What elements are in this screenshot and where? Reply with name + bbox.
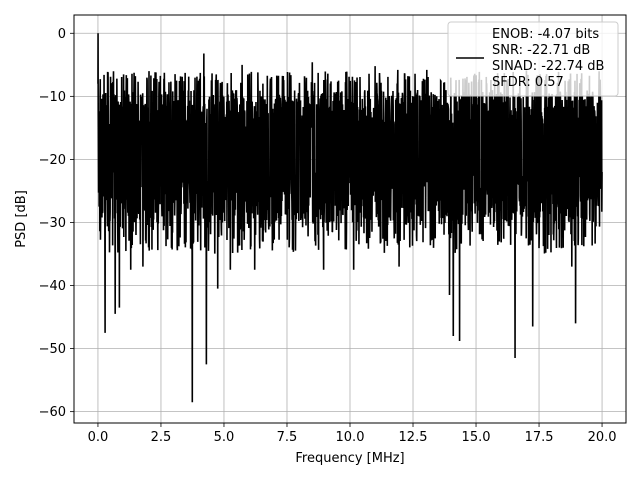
x-tick-label: 12.5 <box>399 430 428 445</box>
y-axis-ticks: 0 −10 −20 −30 −40 −50 −60 <box>39 27 74 420</box>
y-tick-label: −50 <box>39 342 66 357</box>
x-tick-label: 20.0 <box>588 430 617 445</box>
x-tick-label: 7.5 <box>277 430 298 445</box>
y-tick-label: −20 <box>39 153 66 168</box>
x-tick-label: 15.0 <box>462 430 491 445</box>
legend-label-line: SFDR: 0.57 <box>492 75 564 90</box>
legend-box <box>447 21 619 97</box>
x-tick-label: 17.5 <box>525 430 554 445</box>
legend-label: ENOB: -4.07 bits SNR: -22.71 dB SINAD: -22… <box>492 27 604 90</box>
x-axis-ticks: 0.0 2.5 5.0 7.5 10.0 12.5 15.0 17.5 20.0 <box>88 423 617 445</box>
y-tick-label: −60 <box>39 405 66 420</box>
y-tick-label: −40 <box>39 279 66 294</box>
legend-label-line: ENOB: -4.07 bits <box>492 27 599 42</box>
x-tick-label: 10.0 <box>336 430 365 445</box>
x-tick-label: 5.0 <box>214 430 235 445</box>
y-axis-title: PSD [dB] <box>14 190 29 248</box>
psd-line <box>97 33 603 403</box>
y-tick-label: −30 <box>39 216 66 231</box>
psd-series <box>97 33 603 403</box>
x-tick-label: 0.0 <box>88 430 109 445</box>
x-axis-title: Frequency [MHz] <box>295 451 404 466</box>
y-tick-label: 0 <box>58 27 66 42</box>
legend-label-line: SNR: -22.71 dB <box>492 43 590 58</box>
x-tick-label: 2.5 <box>151 430 172 445</box>
legend: ENOB: -4.07 bits SNR: -22.71 dB SINAD: -22… <box>447 21 619 97</box>
y-tick-label: −10 <box>39 90 66 105</box>
legend-label-line: SINAD: -22.74 dB <box>492 59 604 74</box>
